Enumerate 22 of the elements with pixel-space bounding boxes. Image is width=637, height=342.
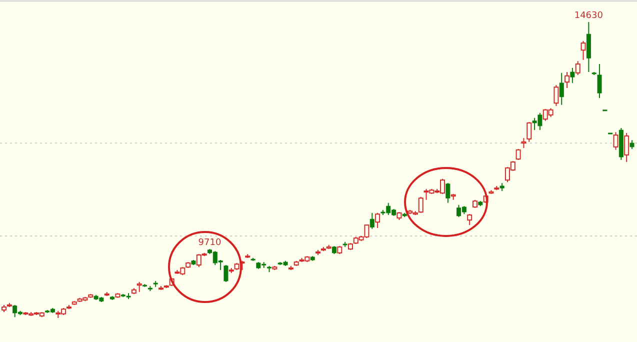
candlestick xyxy=(586,22,591,73)
candlestick xyxy=(516,148,521,160)
annotation: 14630 xyxy=(574,11,604,21)
candlestick xyxy=(613,132,618,150)
candlestick xyxy=(580,40,586,60)
candlestick xyxy=(597,64,602,99)
annotation: 9710 xyxy=(198,238,222,248)
candlestick xyxy=(446,182,450,204)
candlestick xyxy=(467,214,472,226)
candlestick xyxy=(418,196,424,214)
candlestick xyxy=(375,212,380,229)
candlestick xyxy=(526,122,532,142)
candlestick xyxy=(370,212,374,230)
candlestick xyxy=(559,72,564,106)
candlestick xyxy=(136,281,142,292)
candlestick xyxy=(564,72,570,89)
candlestick xyxy=(521,138,526,149)
candlestick xyxy=(224,264,228,282)
candlestick xyxy=(554,84,559,107)
candlestick xyxy=(570,67,575,84)
candlestick xyxy=(624,132,630,163)
candlestick xyxy=(575,60,580,76)
